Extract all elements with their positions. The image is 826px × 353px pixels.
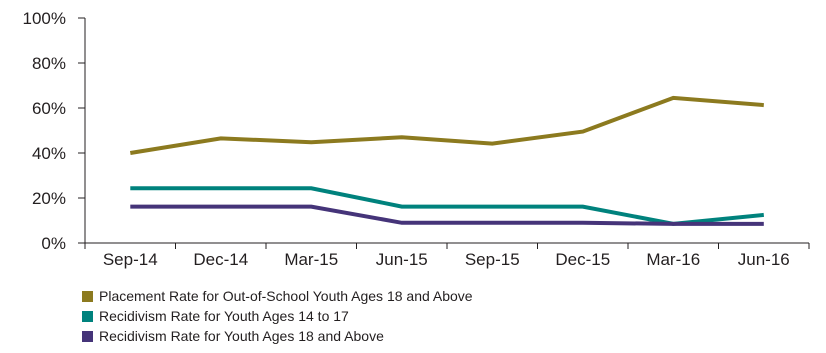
legend-swatch [82, 290, 93, 302]
legend-label: Placement Rate for Out-of-School Youth A… [99, 288, 473, 304]
series-line-3 [130, 204, 764, 226]
legend-item: Recidivism Rate for Youth Ages 14 to 17 [82, 306, 473, 326]
series-line-2 [130, 186, 764, 226]
y-tick-label: 60% [32, 99, 66, 118]
x-tick-label: Sep-15 [465, 250, 520, 269]
legend-item: Placement Rate for Out-of-School Youth A… [82, 286, 473, 306]
x-tick-label: Jun-16 [738, 250, 790, 269]
x-tick-label: Mar-15 [284, 250, 338, 269]
legend-swatch [82, 330, 93, 342]
x-tick-label: Dec-14 [193, 250, 248, 269]
x-tick-label: Sep-14 [103, 250, 158, 269]
legend-label: Recidivism Rate for Youth Ages 18 and Ab… [99, 328, 384, 344]
line-chart: 0% 20% 40% 60% 80% 100% Sep-14 Dec-14 Mar-15 Jun… [23, 9, 810, 269]
y-tick-label: 0% [41, 234, 66, 253]
y-tick-label: 80% [32, 54, 66, 73]
legend: Placement Rate for Out-of-School Youth A… [82, 286, 473, 346]
y-tick-label: 20% [32, 189, 66, 208]
y-axis: 0% 20% 40% 60% 80% 100% [23, 9, 86, 253]
x-axis: Sep-14 Dec-14 Mar-15 Jun-15 Sep-15 Dec-15 Mar-… [84, 242, 810, 269]
x-tick-label: Jun-15 [376, 250, 428, 269]
legend-item: Recidivism Rate for Youth Ages 18 and Ab… [82, 326, 473, 346]
legend-swatch [82, 310, 93, 322]
y-tick-label: 100% [23, 9, 66, 28]
legend-label: Recidivism Rate for Youth Ages 14 to 17 [99, 308, 349, 324]
series-line-1 [129, 95, 764, 155]
series-lines [129, 95, 764, 226]
x-tick-label: Mar-16 [646, 250, 700, 269]
x-tick-label: Dec-15 [555, 250, 610, 269]
y-tick-label: 40% [32, 144, 66, 163]
